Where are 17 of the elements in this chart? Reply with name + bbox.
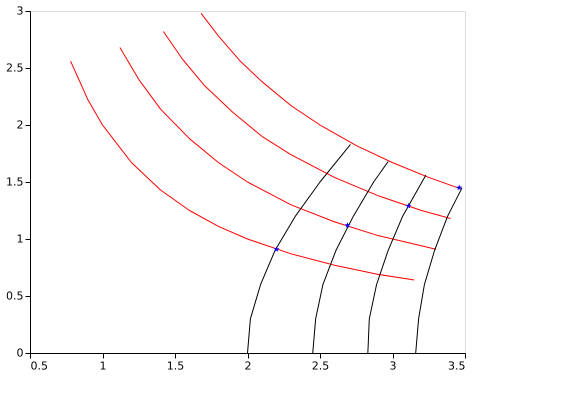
x-tick-label: 0.5 <box>30 360 48 372</box>
x-tick-label: 1 <box>100 360 106 372</box>
x-tick-label: 3 <box>390 360 396 372</box>
y-tick-label: 2.5 <box>6 62 24 74</box>
x-tick-label: 2 <box>244 360 252 372</box>
y-tick-label: 2 <box>16 118 24 132</box>
y-tick-label: 0.5 <box>6 290 24 302</box>
x-tick-label: 3.5 <box>448 360 466 372</box>
x-tick-label: 2.5 <box>312 360 330 372</box>
line-series <box>70 60 415 281</box>
line-series <box>162 31 451 219</box>
y-tick-label: 3 <box>16 4 24 18</box>
y-tick-label: 1.5 <box>6 176 24 188</box>
y-tick-label: 1 <box>16 232 24 246</box>
y-tick-label: 0 <box>16 346 24 360</box>
line-series <box>119 46 436 250</box>
x-tick-label: 1.5 <box>166 360 184 372</box>
